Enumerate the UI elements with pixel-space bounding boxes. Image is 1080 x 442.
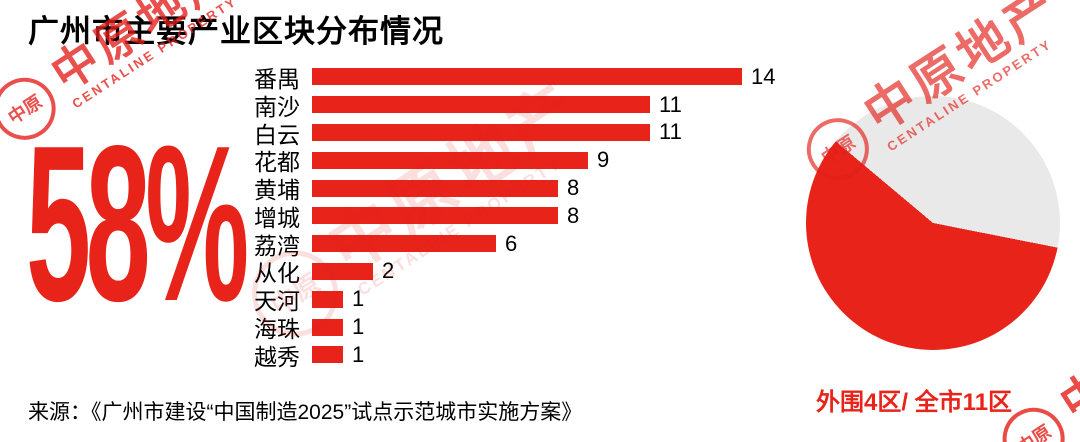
bar bbox=[312, 151, 588, 169]
source-note: 来源：《广州市建设“中国制造2025”试点示范城市实施方案》 bbox=[28, 401, 583, 424]
bar-category-label: 黄埔 bbox=[254, 177, 300, 204]
bar-category-label: 白云 bbox=[254, 121, 300, 148]
bar bbox=[312, 179, 558, 197]
bar-category-label: 南沙 bbox=[254, 93, 300, 120]
pie-chart bbox=[806, 96, 1060, 350]
bar-value-label: 9 bbox=[597, 147, 610, 173]
bar bbox=[312, 290, 343, 308]
bar-category-label: 增城 bbox=[254, 204, 300, 231]
bar-value-label: 2 bbox=[382, 258, 395, 284]
bar-value-label: 1 bbox=[352, 314, 365, 340]
bar-category-label: 荔湾 bbox=[254, 232, 300, 259]
bar-row: 花都 9 bbox=[150, 146, 775, 176]
bar-row: 越秀 1 bbox=[150, 341, 775, 370]
bar bbox=[312, 68, 742, 86]
bar-category-label: 海珠 bbox=[254, 316, 300, 343]
pie-caption: 外围4区/ 全市11区 bbox=[816, 389, 1013, 416]
bar-category-label: 花都 bbox=[254, 149, 300, 176]
watermark-brand-cn: 中原地产 bbox=[1051, 275, 1080, 431]
bar-value-label: 8 bbox=[567, 175, 580, 201]
bar-row: 从化 2 bbox=[150, 258, 775, 286]
bar-row: 南沙 11 bbox=[150, 91, 775, 120]
bar bbox=[312, 346, 343, 364]
bar-chart: 番禺 14 南沙 11 白云 11 花都 9 黄埔 8 增城 8 荔湾 6 从化 2 天河 1 海珠 1 越秀 1 bbox=[150, 63, 776, 370]
bar-category-label: 番禺 bbox=[254, 65, 300, 92]
bar-category-label: 越秀 bbox=[254, 343, 300, 370]
bar-category-label: 从化 bbox=[254, 260, 300, 287]
bar-row: 天河 1 bbox=[150, 285, 775, 315]
bar-value-label: 1 bbox=[352, 286, 365, 312]
bar bbox=[312, 207, 558, 225]
bar bbox=[312, 123, 650, 141]
bar-category-label: 天河 bbox=[254, 288, 300, 315]
bar-row: 荔湾 6 bbox=[150, 230, 775, 259]
bar-row: 增城 8 bbox=[150, 202, 775, 231]
bar-row: 番禺 14 bbox=[150, 63, 776, 92]
bar bbox=[312, 262, 373, 280]
bar bbox=[312, 318, 343, 336]
bar-row: 白云 11 bbox=[150, 119, 775, 147]
bar-value-label: 11 bbox=[659, 91, 682, 117]
bar bbox=[312, 96, 650, 114]
page-title: 广州市主要产业区块分布情况 bbox=[28, 14, 444, 49]
bar-value-label: 6 bbox=[505, 230, 518, 256]
highlight-percent: 58% bbox=[26, 98, 249, 348]
bar-value-label: 14 bbox=[751, 63, 776, 89]
bar-row: 海珠 1 bbox=[150, 313, 775, 343]
bar-value-label: 11 bbox=[659, 119, 682, 145]
bar bbox=[312, 235, 496, 253]
bar-value-label: 1 bbox=[352, 341, 365, 367]
bar-value-label: 8 bbox=[567, 202, 580, 228]
bar-row: 黄埔 8 bbox=[150, 174, 775, 204]
